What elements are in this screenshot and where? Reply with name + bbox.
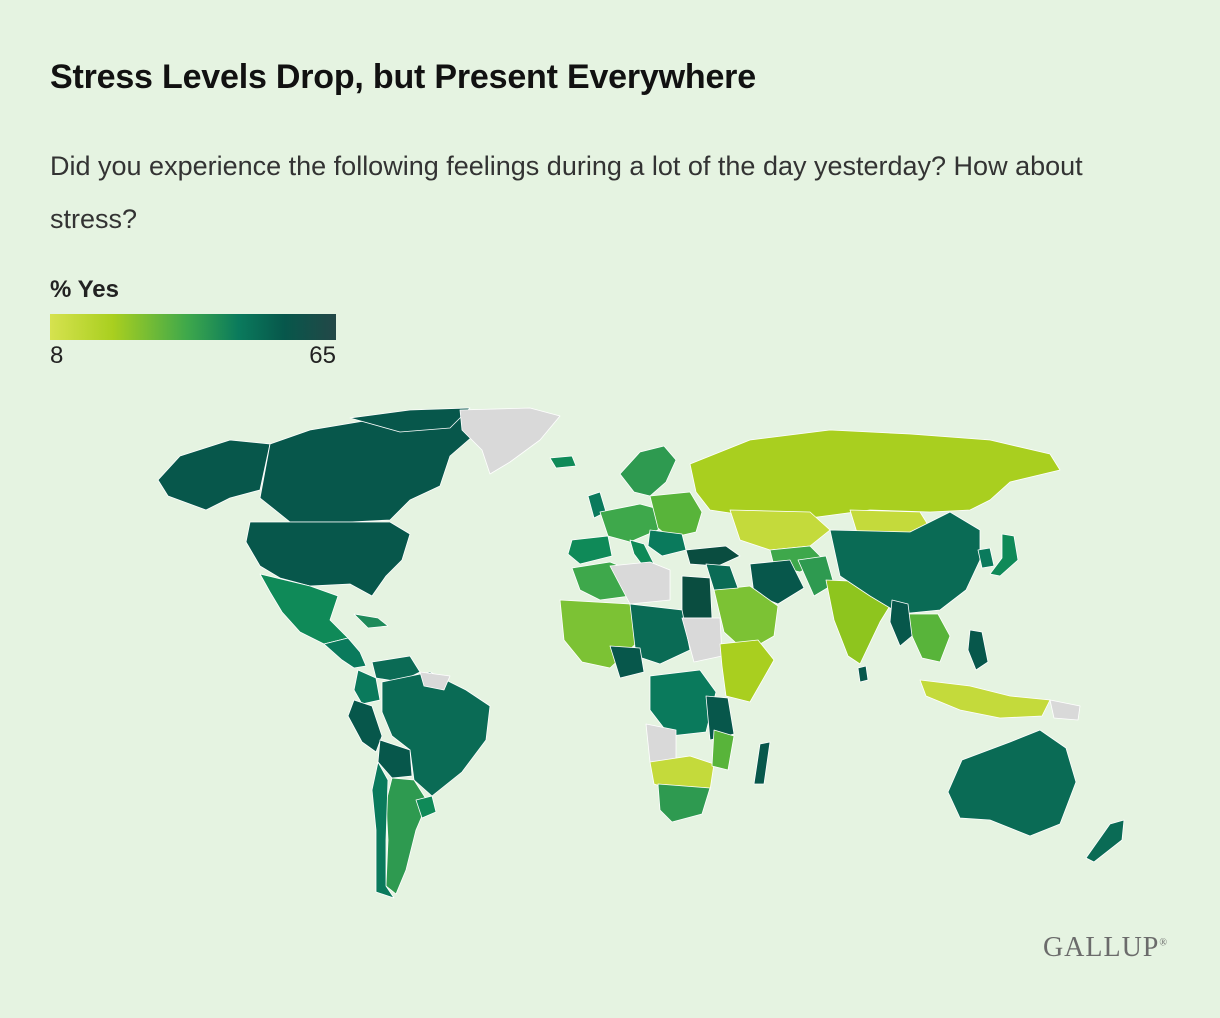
- region-mozambique: [711, 729, 735, 771]
- region-iceland: [549, 455, 577, 469]
- region-central-america: [323, 637, 367, 669]
- legend-max-label: 65: [309, 342, 336, 369]
- region-myanmar: [889, 599, 913, 647]
- region-usa: [245, 521, 411, 597]
- region-australia: [947, 729, 1077, 837]
- region-madagascar: [753, 741, 771, 785]
- region-turkey: [685, 545, 741, 567]
- region-russia: [689, 429, 1061, 519]
- region-east-africa: [705, 695, 735, 741]
- region-kazakhstan: [729, 509, 831, 551]
- region-south-africa: [657, 783, 711, 823]
- region-brazil: [381, 671, 491, 797]
- legend: % Yes 8 65: [50, 276, 336, 370]
- region-balkans: [647, 529, 687, 557]
- region-indochina: [905, 613, 951, 663]
- brand-logo: GALLUP®: [1043, 932, 1168, 964]
- chart-subtitle: Did you experience the following feeling…: [50, 151, 1083, 234]
- region-algeria-libya: [609, 561, 671, 605]
- registered-mark-icon: ®: [1159, 937, 1168, 949]
- region-chile: [371, 761, 395, 899]
- region-greenland: [459, 407, 561, 475]
- region-png: [1049, 699, 1081, 721]
- region-arabia: [713, 585, 779, 653]
- region-uruguay: [415, 795, 437, 819]
- legend-ticks: 8 65: [50, 340, 336, 370]
- region-eastern-europe: [649, 491, 703, 539]
- region-argentina: [385, 777, 429, 895]
- region-nigeria: [609, 645, 645, 679]
- region-sudan: [681, 617, 723, 663]
- legend-color-bar: [50, 314, 336, 340]
- region-bolivia: [377, 739, 413, 779]
- region-egypt: [681, 575, 713, 619]
- region-alaska: [157, 439, 271, 511]
- region-central-africa: [649, 669, 717, 737]
- region-peru: [347, 699, 383, 753]
- brand-name: GALLUP: [1042, 932, 1160, 963]
- region-iberia: [567, 535, 613, 565]
- region-korea: [977, 547, 995, 569]
- region-southern-africa: [649, 755, 715, 793]
- region-philippines: [967, 629, 989, 671]
- region-horn-of-africa: [719, 639, 775, 703]
- region-colombia: [353, 669, 381, 705]
- region-new-zealand: [1085, 819, 1125, 863]
- region-sri-lanka: [857, 665, 869, 683]
- region-levant: [705, 563, 739, 591]
- chart-title: Stress Levels Drop, but Present Everywhe…: [50, 58, 756, 96]
- world-map: [157, 407, 1125, 899]
- legend-min-label: 8: [50, 342, 64, 369]
- region-guianas: [419, 671, 451, 691]
- region-canada-islands: [349, 407, 471, 433]
- region-indonesia: [919, 679, 1051, 719]
- region-japan: [989, 533, 1019, 577]
- region-angola: [645, 723, 677, 765]
- legend-title: % Yes: [50, 276, 119, 303]
- region-scandinavia: [619, 445, 677, 497]
- region-caribbean: [353, 613, 389, 629]
- region-china: [829, 511, 981, 615]
